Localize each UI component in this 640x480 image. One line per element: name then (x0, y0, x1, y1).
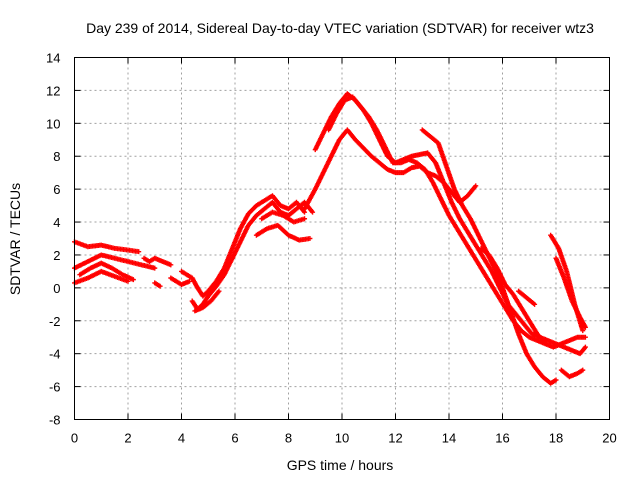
y-tick-label: 6 (53, 182, 60, 197)
data-point (216, 288, 222, 294)
data-point (302, 216, 308, 222)
series-track-n (312, 91, 588, 357)
x-tick-label: 8 (285, 431, 292, 446)
x-tick-label: 20 (602, 431, 616, 446)
x-tick-label: 4 (178, 431, 185, 446)
y-tick-label: -2 (49, 314, 61, 329)
y-tick-label: -6 (49, 380, 61, 395)
data-point (130, 277, 136, 283)
data-point (553, 377, 559, 383)
series-track-b (72, 252, 158, 271)
points-layer (72, 91, 588, 386)
y-axis-title: SDTVAR / TECUs (7, 183, 23, 295)
series-track-j (192, 288, 222, 314)
series-track-t (553, 255, 588, 330)
x-tick-label: 6 (231, 431, 238, 446)
data-point (157, 283, 163, 289)
data-point (187, 278, 193, 284)
series-track-q (478, 245, 548, 347)
series-track-f (152, 280, 163, 289)
series-track-g (168, 275, 193, 288)
series-track-u (558, 367, 586, 380)
data-point (580, 367, 586, 373)
data-point (168, 262, 174, 268)
y-tick-label: 10 (46, 116, 60, 131)
series-track-d (77, 260, 136, 283)
y-tick-label: 2 (53, 248, 60, 263)
series-track-h (179, 193, 308, 299)
ticks-layer (74, 57, 610, 420)
series-track-i (189, 199, 316, 312)
data-point (473, 183, 479, 189)
grid-layer (74, 57, 610, 420)
series-track-l (259, 209, 308, 225)
series-track-r (516, 288, 538, 307)
y-tick-label: -4 (49, 347, 61, 362)
data-point (580, 328, 586, 334)
tick-labels-layer: 0 2 4 6 8 10 12 14 16 18 20 -8 -6 -4 -2 0 2 4 6 8 10 12 14 (46, 51, 617, 446)
series-track-k (253, 222, 313, 243)
x-tick-label: 18 (549, 431, 563, 446)
chart-title: Day 239 of 2014, Sidereal Day-to-day VTE… (86, 20, 594, 36)
x-tick-label: 10 (335, 431, 349, 446)
data-point (152, 265, 158, 271)
data-point (582, 344, 588, 350)
x-tick-label: 2 (124, 431, 131, 446)
data-point (136, 249, 142, 255)
data-point (582, 334, 588, 340)
series-track-e (141, 255, 174, 268)
x-tick-label: 12 (388, 431, 402, 446)
y-tick-label: 8 (53, 149, 60, 164)
data-point (310, 209, 316, 215)
data-point (532, 301, 538, 307)
y-tick-label: 12 (46, 83, 60, 98)
x-tick-label: 0 (71, 431, 78, 446)
data-point (307, 236, 313, 241)
y-tick-label: 14 (46, 51, 60, 66)
data-point (542, 341, 548, 347)
y-tick-label: -8 (49, 413, 61, 428)
series-track-p (419, 127, 559, 386)
y-tick-label: 0 (53, 281, 60, 296)
series-track-a (72, 239, 142, 255)
data-point (582, 324, 588, 330)
x-tick-label: 14 (442, 431, 456, 446)
x-axis-title: GPS time / hours (287, 457, 394, 473)
y-tick-label: 4 (53, 215, 60, 230)
x-tick-label: 16 (495, 431, 509, 446)
